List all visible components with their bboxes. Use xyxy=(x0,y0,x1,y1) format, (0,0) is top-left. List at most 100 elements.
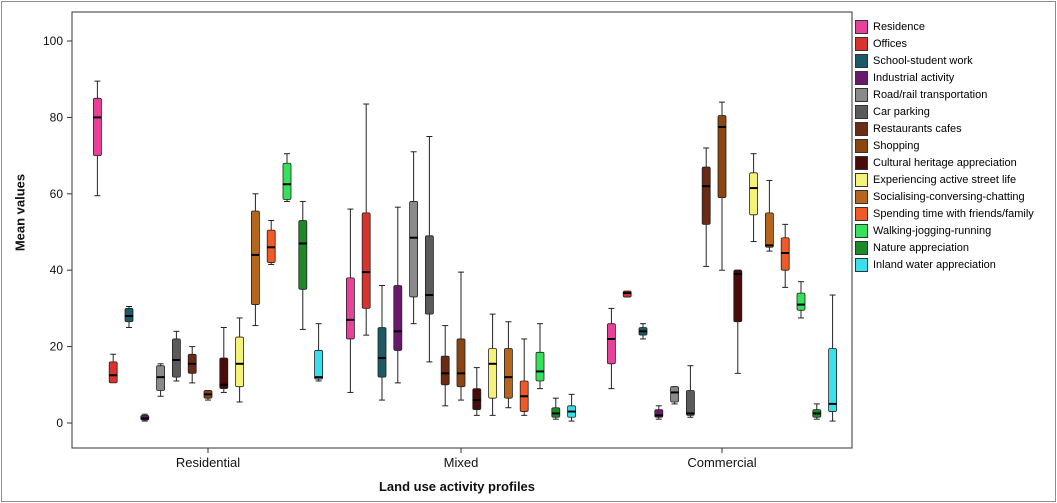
legend-label: Offices xyxy=(873,37,908,50)
box-iqr xyxy=(440,355,450,386)
box-experiencing-active-street-life-mixed xyxy=(488,313,498,416)
legend-label: Inland water appreciation xyxy=(873,258,996,271)
box-iqr xyxy=(235,336,245,388)
box-restaurants-cafes-commercial xyxy=(701,147,711,267)
box-car-parking-mixed xyxy=(424,136,434,363)
legend-item: Inland water appreciation xyxy=(855,256,1055,273)
y-axis-title: Mean values xyxy=(12,173,28,252)
legend-item: Socialising-conversing-chatting xyxy=(855,188,1055,205)
box-iqr xyxy=(219,357,229,390)
legend-swatch xyxy=(855,19,868,34)
box-school-student-work-mixed xyxy=(377,284,387,401)
y-tick-label: 60 xyxy=(50,187,64,201)
y-tick-label: 40 xyxy=(50,263,64,277)
box-iqr xyxy=(488,348,498,399)
box-nature-appreciation-mixed xyxy=(551,397,561,420)
box-iqr xyxy=(377,327,387,378)
legend-swatch xyxy=(855,172,868,187)
box-experiencing-active-street-life-commercial xyxy=(749,153,758,243)
x-tick-label: Mixed xyxy=(444,455,479,470)
x-tick-label: Commercial xyxy=(687,455,756,470)
box-spending-time-with-friends-family-residential xyxy=(266,220,276,265)
legend-item: Cultural heritage appreciation xyxy=(855,154,1055,171)
box-experiencing-active-street-life-residential xyxy=(235,317,245,403)
box-iqr xyxy=(93,97,102,157)
legend-swatch xyxy=(855,223,868,238)
box-iqr xyxy=(503,348,513,399)
box-offices-residential xyxy=(108,353,118,384)
box-road-rail-transportation-residential xyxy=(156,363,166,397)
legend-label: Spending time with friends/family xyxy=(873,207,1034,220)
box-socialising-conversing-chatting-residential xyxy=(250,193,260,327)
box-iqr xyxy=(393,285,403,351)
legend-item: Shopping xyxy=(855,137,1055,154)
x-axis-title: Land use activity profiles xyxy=(378,479,536,494)
box-iqr xyxy=(701,166,711,225)
box-iqr xyxy=(108,361,118,384)
box-iqr xyxy=(686,390,695,416)
legend-item: Offices xyxy=(855,35,1055,52)
box-school-student-work-residential xyxy=(124,305,134,328)
legend-label: Walking-jogging-running xyxy=(873,224,992,237)
y-tick-label: 100 xyxy=(43,34,63,48)
x-axis: Residential Mixed Commercial xyxy=(176,448,757,470)
y-tick-label: 80 xyxy=(50,110,64,124)
box-iqr xyxy=(361,212,371,309)
box-residence-mixed xyxy=(345,208,355,393)
box-restaurants-cafes-mixed xyxy=(440,325,450,407)
box-iqr xyxy=(717,115,727,199)
legend-label: Industrial activity xyxy=(873,71,955,84)
box-school-student-work-commercial xyxy=(638,323,648,340)
legend-item: Spending time with friends/family xyxy=(855,205,1055,222)
box-spending-time-with-friends-family-mixed xyxy=(519,338,529,416)
legend-swatch xyxy=(855,155,868,170)
box-industrial-activity-mixed xyxy=(393,206,403,384)
box-iqr xyxy=(828,348,837,412)
box-spending-time-with-friends-family-commercial xyxy=(780,223,790,288)
legend-swatch xyxy=(855,104,868,119)
y-tick-label: 20 xyxy=(50,340,64,354)
legend-swatch xyxy=(855,36,868,51)
legend-swatch xyxy=(855,189,868,204)
legend-item: Road/rail transportation xyxy=(855,86,1055,103)
box-walking-jogging-running-mixed xyxy=(535,323,545,390)
legend-label: Experiencing active street life xyxy=(873,173,1017,186)
box-shopping-commercial xyxy=(717,101,727,271)
legend-item: Car parking xyxy=(855,103,1055,120)
box-iqr xyxy=(171,338,181,378)
legend-label: Residence xyxy=(873,20,925,33)
box-iqr xyxy=(314,350,324,380)
box-industrial-activity-commercial xyxy=(654,405,664,420)
legend-swatch xyxy=(855,138,868,153)
box-road-rail-transportation-commercial xyxy=(670,386,679,405)
box-shopping-mixed xyxy=(456,271,466,401)
box-shopping-residential xyxy=(203,390,213,401)
box-series xyxy=(93,80,837,422)
box-iqr xyxy=(424,235,434,315)
legend-item: Nature appreciation xyxy=(855,239,1055,256)
legend-swatch xyxy=(855,87,868,102)
box-iqr xyxy=(607,323,616,365)
box-cultural-heritage-appreciation-residential xyxy=(219,327,229,393)
box-socialising-conversing-chatting-mixed xyxy=(503,321,513,409)
box-cultural-heritage-appreciation-mixed xyxy=(472,367,482,416)
box-residence-commercial xyxy=(607,307,616,390)
legend-label: Cultural heritage appreciation xyxy=(873,156,1017,169)
box-nature-appreciation-residential xyxy=(298,200,308,330)
legend: Residence Offices School-student work Indus… xyxy=(855,18,1055,273)
y-tick-label: 0 xyxy=(56,416,63,430)
legend-swatch xyxy=(855,53,868,68)
box-iqr xyxy=(409,201,419,298)
legend-label: Shopping xyxy=(873,139,920,152)
legend-item: School-student work xyxy=(855,52,1055,69)
box-offices-commercial xyxy=(622,290,632,298)
box-iqr xyxy=(456,338,466,388)
box-iqr xyxy=(670,386,679,403)
box-iqr xyxy=(250,210,260,305)
legend-item: Walking-jogging-running xyxy=(855,222,1055,239)
legend-item: Residence xyxy=(855,18,1055,35)
legend-swatch xyxy=(855,206,868,221)
legend-label: School-student work xyxy=(873,54,973,67)
legend-swatch xyxy=(855,121,868,136)
